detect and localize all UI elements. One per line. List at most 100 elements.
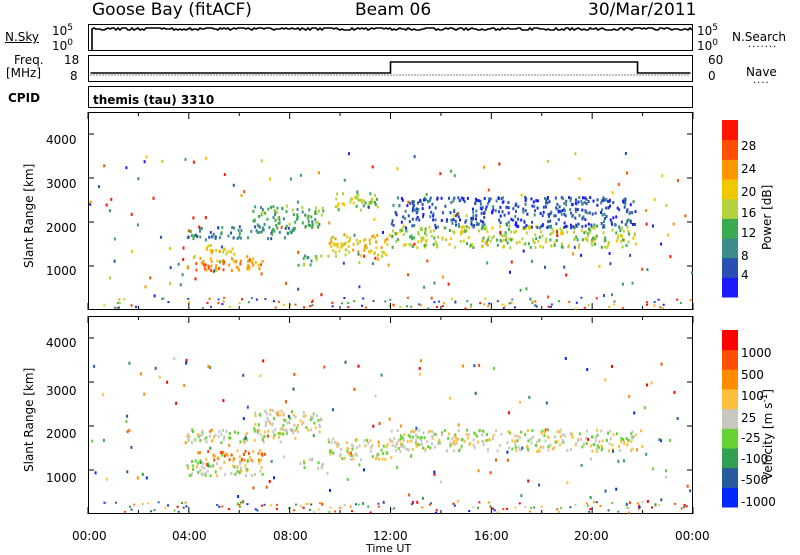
echo-cell [584, 218, 587, 222]
echo-cell [630, 221, 633, 225]
echo-cell [144, 285, 147, 289]
echo-cell [563, 212, 566, 216]
echo-cell [492, 205, 495, 209]
echo-cell [308, 208, 311, 212]
freq-line [90, 61, 691, 74]
echo-cell [564, 214, 567, 218]
echo-cell [245, 474, 247, 478]
echo-cell [254, 411, 257, 415]
echo-cell [574, 207, 577, 211]
echo-cell [319, 417, 322, 421]
echo-cell [292, 413, 295, 417]
echo-cell [555, 222, 558, 226]
echo-cell [237, 228, 240, 232]
echo-cell [629, 203, 632, 207]
echo-cell [390, 508, 393, 511]
echo-cell [305, 426, 308, 429]
echo-cell [424, 447, 427, 451]
echo-cell [435, 511, 437, 514]
echo-cell [412, 435, 415, 439]
echo-cell [385, 445, 388, 449]
echo-cell [449, 211, 452, 215]
echo-cell [621, 226, 624, 230]
echo-cell [404, 243, 407, 247]
echo-cell [347, 452, 350, 456]
echo-cell [265, 485, 268, 489]
echo-cell [441, 275, 444, 279]
echo-cell [615, 239, 618, 243]
echo-cell [514, 506, 517, 509]
echo-cell [522, 249, 525, 253]
echo-cell [352, 444, 355, 448]
echo-cell [551, 447, 554, 451]
echo-cell [662, 303, 665, 306]
echo-cell [395, 239, 398, 243]
echo-cell [193, 234, 196, 238]
echo-cell [257, 451, 260, 455]
echo-cell [515, 449, 518, 453]
echo-cell [346, 477, 349, 481]
echo-cell [282, 424, 285, 428]
echo-cell [633, 232, 636, 236]
echo-cell [463, 200, 466, 203]
echo-cell [558, 511, 560, 513]
echo-cell [538, 448, 541, 452]
echo-cell [590, 223, 593, 227]
echo-cell [391, 234, 394, 238]
echo-cell [103, 501, 106, 504]
echo-cell [295, 503, 297, 506]
echo-cell [285, 224, 288, 228]
echo-cell [595, 435, 598, 439]
echo-cell [430, 234, 433, 238]
echo-cell [329, 237, 332, 241]
echo-cell [586, 368, 589, 371]
echo-cell [556, 508, 559, 511]
echo-cell [543, 430, 546, 434]
echo-cell [594, 211, 597, 215]
echo-cell [501, 303, 504, 306]
echo-cell [278, 230, 281, 234]
echo-cell [262, 440, 265, 444]
noise-tick-low-left: 100 [52, 38, 74, 53]
echo-cell [198, 451, 201, 455]
echo-cell [427, 199, 429, 203]
echo-cell [378, 457, 381, 461]
echo-cell [126, 414, 129, 418]
echo-cell [389, 439, 392, 443]
power-cbar-tick-16: 16 [741, 206, 757, 220]
echo-cell [520, 218, 523, 222]
echo-cell [683, 506, 686, 508]
echo-cell [529, 510, 532, 513]
echo-cell [214, 454, 217, 458]
echo-cell [331, 301, 334, 304]
echo-cell [487, 438, 490, 442]
echo-cell [411, 447, 414, 451]
freq-label: Freq. [14, 53, 44, 67]
echo-cell [301, 221, 304, 225]
echo-cell [337, 208, 340, 212]
echo-cell [179, 283, 182, 287]
echo-cell [652, 467, 655, 471]
echo-cell [349, 236, 352, 240]
echo-cell [436, 306, 438, 308]
echo-cell [573, 226, 576, 230]
echo-cell [620, 220, 623, 224]
echo-cell [153, 509, 156, 512]
echo-cell [394, 445, 397, 449]
echo-cell [411, 237, 414, 241]
echo-cell [430, 210, 433, 214]
echo-cell [418, 303, 421, 306]
echo-cell [199, 235, 202, 239]
echo-cell [268, 225, 271, 229]
echo-cell [570, 226, 572, 230]
echo-cell [608, 198, 611, 202]
colorbar-swatch [722, 349, 738, 370]
echo-cell [321, 206, 324, 210]
echo-cell [257, 263, 260, 267]
echo-cell [534, 233, 537, 237]
echo-cell [185, 361, 188, 365]
echo-cell [483, 197, 486, 200]
echo-cell [312, 434, 315, 437]
echo-cell [575, 442, 578, 446]
echo-cell [207, 364, 210, 368]
